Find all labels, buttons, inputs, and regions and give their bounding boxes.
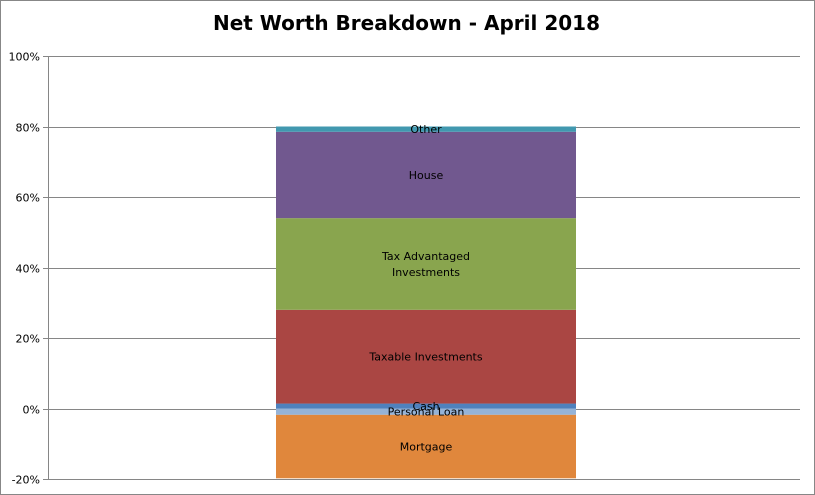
bar-segment-personal-loan: [276, 408, 576, 415]
bar-segment-other: [276, 126, 576, 132]
segment-label-personal-loan: Personal Loan: [388, 406, 465, 419]
bar-segment-tax-advantaged-investments: [276, 218, 576, 310]
segment-label-house: House: [409, 169, 444, 182]
y-tick-label: 60%: [16, 192, 40, 205]
bar-segment-mortgage: [276, 414, 576, 479]
y-axis: -20% 0% 20% 40% 60% 80% 100%: [9, 51, 49, 487]
y-tick-label: 20%: [16, 333, 40, 346]
segment-label-tax-advantaged-investments: Tax Advantaged: [381, 250, 470, 263]
y-tick-label: -20%: [12, 474, 40, 487]
y-tick-label: 40%: [16, 263, 40, 276]
segment-labels: Personal Loan Mortgage Cash Taxable Investm…: [368, 123, 482, 453]
chart-title: Net Worth Breakdown - April 2018: [212, 11, 600, 35]
segment-label-taxable-investments: Taxable Investments: [368, 351, 482, 364]
stacked-bar: [276, 126, 576, 479]
y-tick-label: 0%: [23, 404, 40, 417]
y-tick-label: 80%: [16, 122, 40, 135]
bar-segment-taxable-investments: [276, 309, 576, 404]
segment-label-mortgage: Mortgage: [400, 441, 453, 454]
segment-label-tax-advantaged-investments: Investments: [392, 266, 460, 279]
bar-segment-house: [276, 131, 576, 219]
y-tick-label: 100%: [9, 51, 40, 64]
bar-segment-cash: [276, 403, 576, 409]
segment-label-cash: Cash: [412, 400, 439, 413]
segment-label-other: Other: [410, 123, 442, 136]
